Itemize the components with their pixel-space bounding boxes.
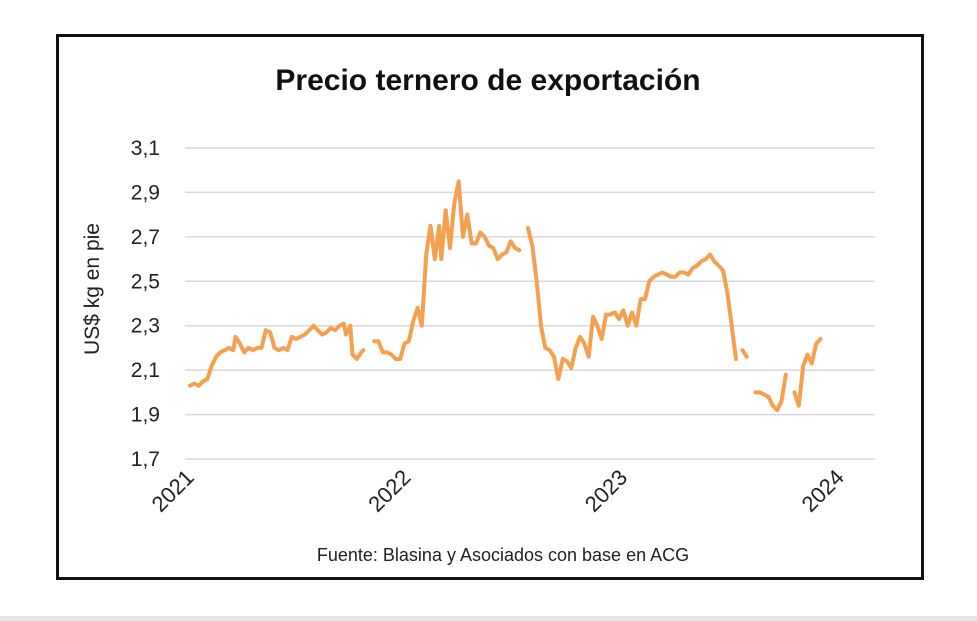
source-note: Fuente: Blasina y Asociados con base en … — [317, 545, 689, 565]
series-line-segment — [188, 321, 366, 388]
x-tick-label: 2022 — [363, 465, 415, 517]
x-axis-ticks: 2021 2022 2023 2024 — [147, 465, 849, 517]
chart-frame — [56, 34, 924, 580]
bottom-edge-bar — [0, 616, 977, 621]
y-tick-label: 2,3 — [131, 315, 160, 338]
y-tick-label: 2,1 — [131, 359, 160, 382]
y-tick-label: 2,5 — [131, 270, 160, 293]
y-tick-label: 3,1 — [131, 137, 160, 160]
series-line-segment — [740, 348, 749, 359]
series-layer — [188, 179, 823, 413]
y-tick-label: 1,7 — [131, 448, 160, 471]
y-tick-label: 2,9 — [131, 181, 160, 204]
series-line-segment — [372, 179, 522, 361]
y-tick-label: 2,7 — [131, 226, 160, 249]
y-axis-label: US$ kg en pie — [81, 223, 104, 355]
x-tick-label: 2021 — [147, 465, 199, 517]
chart-title: Precio ternero de exportación — [275, 64, 700, 97]
gridlines — [185, 147, 875, 460]
x-tick-label: 2024 — [797, 465, 849, 517]
y-axis-ticks: 1,7 1,9 2,1 2,3 2,5 2,7 2,9 3,1 — [131, 137, 160, 471]
y-tick-label: 1,9 — [131, 404, 160, 427]
series-line-segment — [792, 337, 823, 408]
series-line-segment — [753, 372, 788, 413]
x-tick-label: 2023 — [580, 465, 632, 517]
series-line-segment — [526, 226, 738, 381]
